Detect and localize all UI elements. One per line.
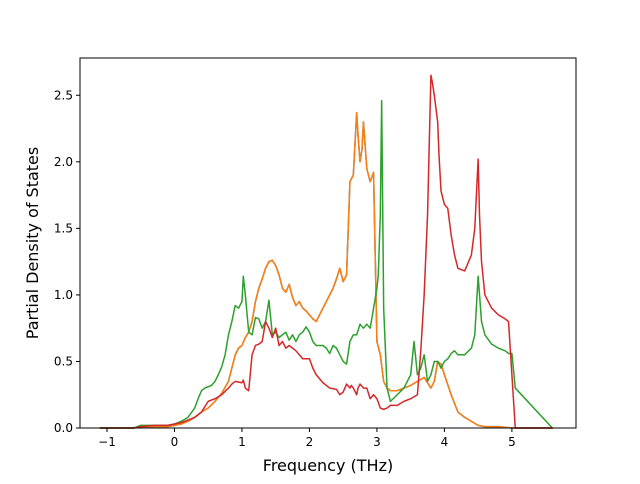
y-tick-label: 2.0 bbox=[54, 155, 73, 169]
y-tick-label: 1.0 bbox=[54, 288, 73, 302]
y-axis-title: Partial Density of States bbox=[23, 147, 42, 339]
y-tick-label: 1.5 bbox=[54, 221, 73, 235]
x-tick-label: 4 bbox=[441, 435, 449, 449]
series-line-4 bbox=[99, 74, 554, 429]
series-line-2 bbox=[99, 111, 554, 429]
y-tick-label: 0.5 bbox=[54, 354, 73, 368]
tick-layer: −1 0 1 2 3 4 5 0.0 0.5 1.0 1.5 2.0 2.5 bbox=[54, 88, 516, 449]
series-line-3 bbox=[99, 99, 554, 429]
series-layer bbox=[99, 74, 554, 429]
y-tick-label: 2.5 bbox=[54, 88, 73, 102]
x-tick-label: 5 bbox=[508, 435, 516, 449]
y-tick-label: 0.0 bbox=[54, 421, 73, 435]
x-tick-label: 2 bbox=[306, 435, 314, 449]
x-tick-label: 1 bbox=[238, 435, 246, 449]
plot-area-frame bbox=[79, 57, 577, 429]
x-tick-label: 3 bbox=[373, 435, 381, 449]
x-tick-label: −1 bbox=[98, 435, 116, 449]
x-axis-title: Frequency (THz) bbox=[263, 456, 393, 475]
x-tick-label: 0 bbox=[171, 435, 179, 449]
